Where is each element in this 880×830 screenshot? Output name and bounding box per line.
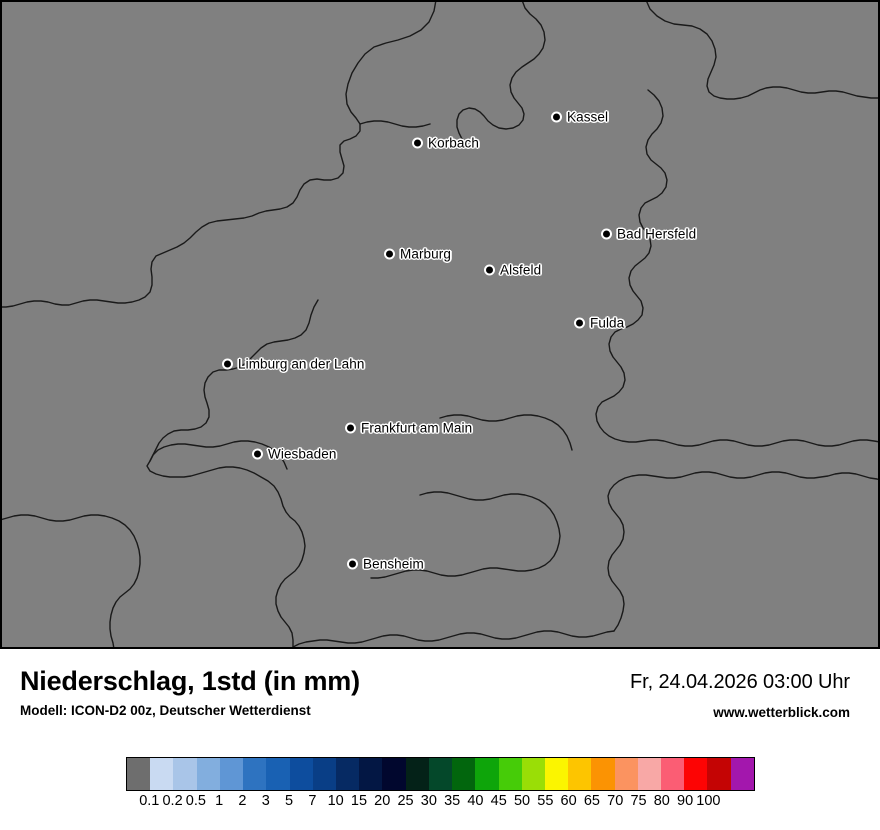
city-dot-icon xyxy=(414,139,421,147)
city-marker[interactable]: Korbach xyxy=(414,136,479,151)
colorbar-tick: 75 xyxy=(630,793,647,809)
city-marker[interactable]: Fulda xyxy=(576,316,624,331)
colorbar-cell xyxy=(637,758,662,790)
legend-footer: Niederschlag, 1std (in mm) Modell: ICON-… xyxy=(0,649,880,830)
colorbar-tick-labels: 0.1 0.2 0.5 1 2 3 5 7 10 15 20 25 30 35 40 45 50 55 60 65 70… xyxy=(126,791,755,817)
colorbar-cell xyxy=(312,758,336,790)
colorbar-tick: 90 xyxy=(677,793,694,809)
colorbar-cell xyxy=(568,758,592,790)
city-marker[interactable]: Marburg xyxy=(386,247,451,262)
colorbar-tick: 20 xyxy=(374,793,391,809)
city-dot-icon xyxy=(349,560,356,568)
city-label: Frankfurt am Main xyxy=(361,420,473,436)
colorbar-cell xyxy=(730,758,754,790)
city-label: Korbach xyxy=(428,135,479,151)
city-label: Wiesbaden xyxy=(268,446,337,462)
city-marker[interactable]: Alsfeld xyxy=(486,263,541,278)
city-marker[interactable]: Frankfurt am Main xyxy=(347,421,472,436)
city-dot-icon xyxy=(224,360,231,368)
site-url: www.wetterblick.com xyxy=(713,705,850,720)
colorbar-cell xyxy=(196,758,220,790)
city-label: Bad Hersfeld xyxy=(617,226,697,242)
colorbar-cell xyxy=(475,758,499,790)
colorbar-tick: 65 xyxy=(583,793,600,809)
title-block: Niederschlag, 1std (in mm) Modell: ICON-… xyxy=(20,666,360,719)
colorbar-tick: 7 xyxy=(308,793,317,809)
colorbar-cell xyxy=(498,758,522,790)
colorbar-tick: 55 xyxy=(537,793,554,809)
colorbar-cell xyxy=(591,758,615,790)
colorbar-cell xyxy=(382,758,406,790)
colorbar-cell xyxy=(707,758,731,790)
city-marker[interactable]: Bad Hersfeld xyxy=(603,227,696,242)
city-label: Marburg xyxy=(400,246,451,262)
colorbar-cell xyxy=(173,758,197,790)
colorbar-tick: 3 xyxy=(261,793,270,809)
city-dot-icon xyxy=(603,230,610,238)
meta-block: Fr, 24.04.2026 03:00 Uhr www.wetterblick… xyxy=(630,671,850,720)
colorbar-tick: 100 xyxy=(696,793,721,809)
colorbar-cell xyxy=(544,758,569,790)
precipitation-map[interactable]: Kassel Korbach Bad Hersfeld Marburg Alsfeld F… xyxy=(0,0,880,649)
colorbar-cell xyxy=(452,758,476,790)
colorbar-tick: 60 xyxy=(560,793,577,809)
colorbar-tick: 2 xyxy=(238,793,247,809)
colorbar-cell xyxy=(614,758,638,790)
colorbar-cell xyxy=(335,758,360,790)
colorbar-cell xyxy=(359,758,383,790)
colorbar-tick: 5 xyxy=(285,793,294,809)
colorbar-cell xyxy=(219,758,244,790)
colorbar-tick: 35 xyxy=(444,793,461,809)
city-label: Bensheim xyxy=(363,556,424,572)
colorbar-tick: 40 xyxy=(467,793,484,809)
city-dot-icon xyxy=(347,424,354,432)
colorbar-tick: 1 xyxy=(215,793,224,809)
colorbar-cell xyxy=(150,758,174,790)
colorbar-cell xyxy=(428,758,453,790)
city-dot-icon xyxy=(486,266,493,274)
page-title: Niederschlag, 1std (in mm) xyxy=(20,666,360,696)
colorbar-cell xyxy=(684,758,708,790)
colorbar-tick: 45 xyxy=(490,793,507,809)
colorbar-cell xyxy=(243,758,267,790)
colorbar-tick: 30 xyxy=(420,793,437,809)
colorbar-tick: 0.5 xyxy=(185,793,206,809)
city-marker[interactable]: Bensheim xyxy=(349,557,424,572)
model-subtitle: Modell: ICON-D2 00z, Deutscher Wetterdie… xyxy=(20,703,311,719)
city-label: Fulda xyxy=(590,315,625,331)
city-dot-icon xyxy=(386,250,393,258)
colorbar-swatches xyxy=(126,757,755,791)
colorbar-cell xyxy=(266,758,290,790)
city-label: Alsfeld xyxy=(500,262,542,278)
colorbar-cell xyxy=(521,758,545,790)
colorbar-tick: 70 xyxy=(607,793,624,809)
colorbar-tick: 0.2 xyxy=(162,793,183,809)
colorbar-tick: 50 xyxy=(513,793,531,809)
forecast-timestamp: Fr, 24.04.2026 03:00 Uhr xyxy=(630,671,850,693)
colorbar-tick: 80 xyxy=(653,793,670,809)
city-marker[interactable]: Wiesbaden xyxy=(254,447,336,462)
city-label: Limburg an der Lahn xyxy=(238,356,365,372)
city-label: Kassel xyxy=(567,109,609,125)
city-dot-icon xyxy=(553,113,560,121)
colorbar-cell xyxy=(127,758,151,790)
city-dot-icon xyxy=(254,450,261,458)
colorbar-cell xyxy=(661,758,685,790)
colorbar-tick: 25 xyxy=(397,793,414,809)
administrative-borders xyxy=(0,0,880,649)
colorbar-cell xyxy=(405,758,429,790)
colorbar-tick: 0.1 xyxy=(139,793,160,809)
colorbar-tick: 15 xyxy=(350,793,368,809)
colorbar-tick: 10 xyxy=(327,793,344,809)
city-marker[interactable]: Kassel xyxy=(553,110,608,125)
map-boundaries-svg xyxy=(0,0,880,649)
colorbar-cell xyxy=(289,758,313,790)
city-dot-icon xyxy=(576,319,583,327)
city-marker[interactable]: Limburg an der Lahn xyxy=(224,357,365,372)
precipitation-colorbar[interactable]: 0.1 0.2 0.5 1 2 3 5 7 10 15 20 25 30 35 40 45 50 55 60 65 70… xyxy=(126,757,755,817)
